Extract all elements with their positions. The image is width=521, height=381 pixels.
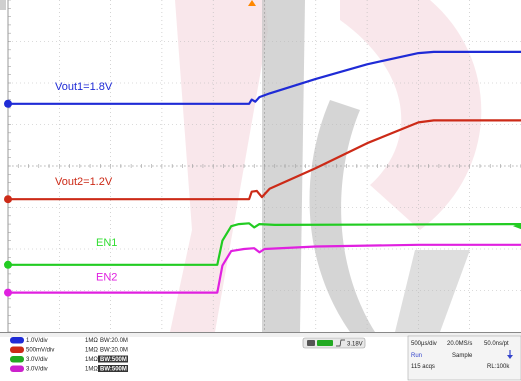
trigger-level-arrow[interactable] <box>513 223 521 230</box>
channel-marker-2[interactable] <box>4 195 12 204</box>
time-per-div: 500µs/div <box>411 341 437 347</box>
channel-setting-c4[interactable]: 3.0V/div 1MΩ BW:500M <box>10 365 128 373</box>
acq-mode-label: Run <box>411 353 422 359</box>
channel-bandwidth: BW:500M <box>100 367 127 373</box>
bandwidth-box <box>98 365 128 372</box>
channel-bandwidth: BW:20.0M <box>100 338 128 344</box>
channel-coupling: 1MΩ <box>85 357 98 363</box>
channel-badge <box>10 356 24 363</box>
channel-badge <box>10 365 24 372</box>
channel-scale: 3.0V/div <box>26 357 48 363</box>
trace-vout2 <box>8 119 521 201</box>
channel-scale: 3.0V/div <box>26 367 48 373</box>
channel-scale: 1.0V/div <box>26 338 48 344</box>
channel-badge <box>10 337 24 344</box>
channel-bandwidth: BW:500M <box>100 357 127 363</box>
channel-marker-1[interactable] <box>4 99 12 108</box>
channel-setting-c1[interactable]: 1.0V/div 1MΩ BW:20.0M <box>10 337 128 344</box>
channel-marker-3[interactable] <box>4 260 12 269</box>
channel-setting-c3[interactable]: 3.0V/div 1MΩ BW:500M <box>10 355 128 364</box>
timebase-panel[interactable]: 500µs/div 20.0MS/s 50.0ns/pt Run Sample … <box>407 335 521 381</box>
trace-label-1: Vout1=1.8V <box>55 81 113 93</box>
channel-badge <box>10 346 24 353</box>
trace-vout1 <box>8 50 521 105</box>
run-arrow-icon <box>507 350 513 359</box>
trigger-readout[interactable]: 3.18V <box>302 337 366 349</box>
trace-label-2: Vout2=1.2V <box>55 176 113 188</box>
trace-en2 <box>8 243 521 294</box>
channel-marker-4[interactable] <box>4 288 12 297</box>
trace-label-3: EN1 <box>96 237 117 249</box>
trace-label-4: EN2 <box>96 272 117 284</box>
channel-coupling: 1MΩ <box>85 367 98 373</box>
resolution: 50.0ns/pt <box>484 341 509 347</box>
trace-en1 <box>8 222 521 266</box>
record-length: RL:100k <box>487 364 510 370</box>
channel-coupling: 1MΩ <box>85 348 98 354</box>
bandwidth-box <box>98 355 128 363</box>
trigger-position-marker[interactable] <box>248 0 256 6</box>
channel-markers[interactable] <box>4 99 12 297</box>
channel-bandwidth: BW:20.0M <box>100 348 128 354</box>
channel-coupling: 1MΩ <box>85 338 98 344</box>
trace-labels: Vout1=1.8V Vout2=1.2V EN1 EN2 <box>55 81 117 284</box>
channel-setting-c2[interactable]: 500mV/div 1MΩ BW:20.0M <box>10 346 128 354</box>
channel-scale: 500mV/div <box>26 348 54 354</box>
sample-rate: 20.0MS/s <box>447 341 472 347</box>
waveform-traces <box>8 50 521 294</box>
acq-mode: Sample <box>452 353 473 359</box>
trigger-level-text: 3.18V <box>347 342 363 348</box>
scroll-indicator[interactable] <box>0 0 6 10</box>
acq-count: 115 acqs <box>411 364 435 370</box>
